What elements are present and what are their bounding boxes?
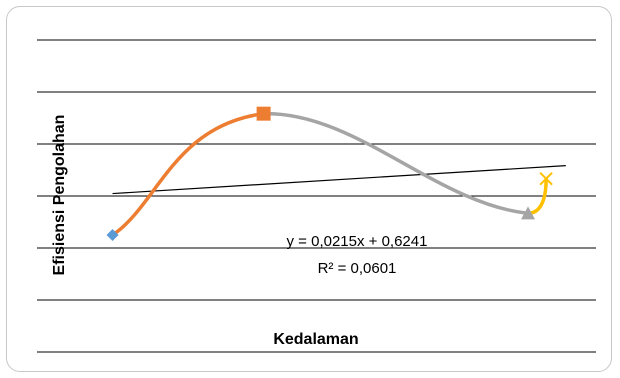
series-line xyxy=(261,111,530,216)
markers-group xyxy=(106,106,553,241)
gridlines xyxy=(37,39,596,353)
data-point-marker xyxy=(256,106,271,121)
trendline-group xyxy=(112,165,566,195)
data-point-marker xyxy=(521,206,536,220)
data-point-marker xyxy=(106,229,119,241)
chart-frame xyxy=(6,6,612,372)
trendline-equation: y = 0,0215x + 0,6241 xyxy=(287,233,428,250)
trendline-r-squared: R² = 0,0601 xyxy=(318,260,397,277)
data-point-marker xyxy=(539,171,553,186)
x-axis-title: Kedalaman xyxy=(273,331,358,348)
series-line xyxy=(110,111,266,237)
y-axis-title: Efisiensi Pengolahan xyxy=(51,115,68,276)
trendline xyxy=(112,165,566,195)
series-group xyxy=(110,111,548,237)
